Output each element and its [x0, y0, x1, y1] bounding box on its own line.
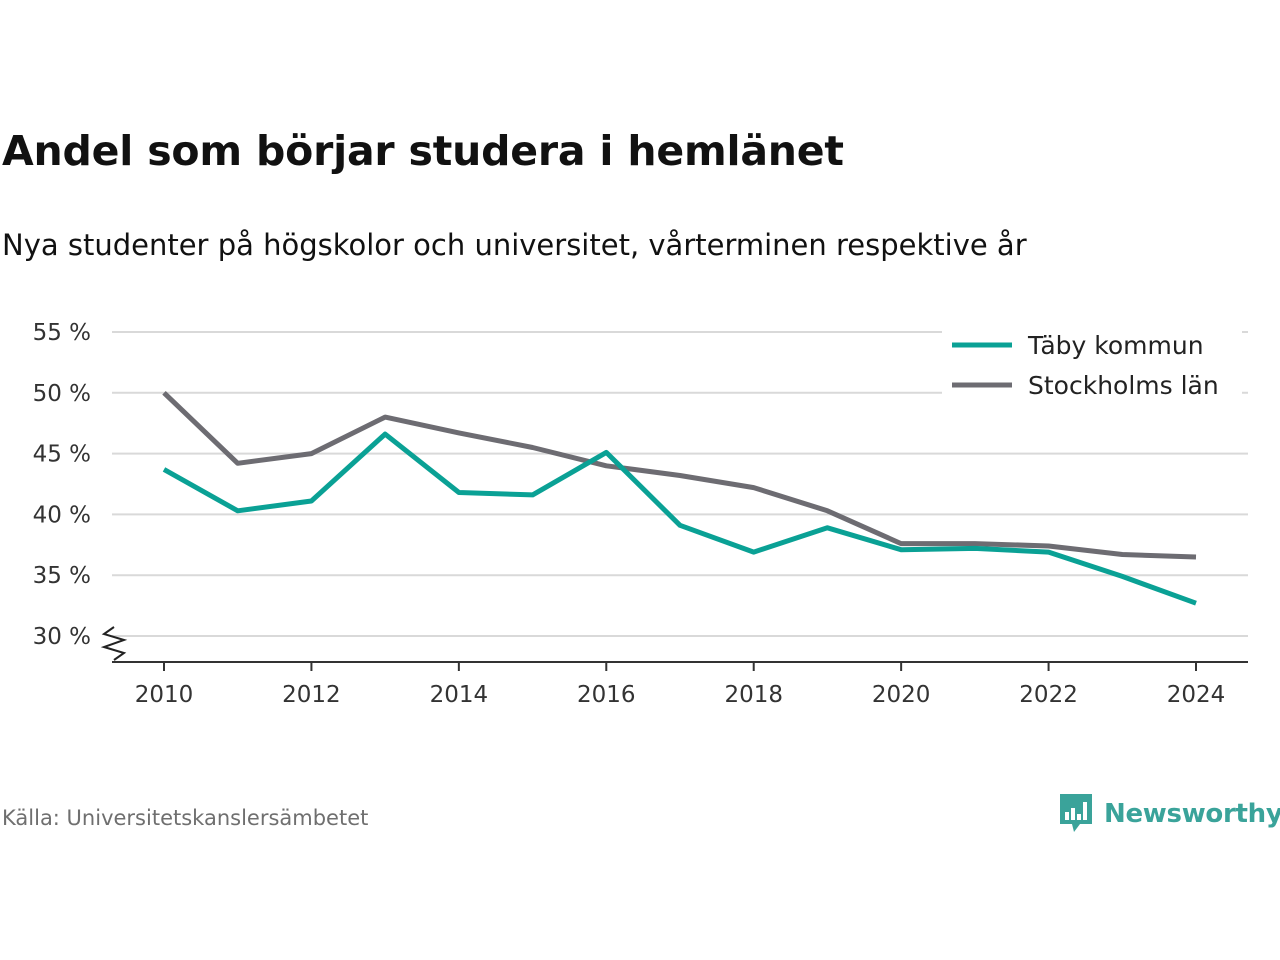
- x-tick-label: 2014: [430, 682, 489, 708]
- x-tick-label: 2010: [135, 682, 194, 708]
- chart-subtitle: Nya studenter på högskolor och universit…: [2, 228, 1027, 262]
- y-tick-label: 50 %: [33, 381, 91, 407]
- brand-name: Newsworthy: [1104, 799, 1280, 829]
- y-tick-label: 45 %: [33, 442, 91, 468]
- source-note: Källa: Universitetskanslersämbetet: [2, 806, 369, 830]
- series-lines: [162, 390, 1197, 606]
- x-tick-label: 2012: [282, 682, 341, 708]
- y-tick-label: 30 %: [33, 624, 91, 650]
- x-tick-label: 2024: [1167, 682, 1226, 708]
- axes: 30 % 35 % 40 % 45 % 50 % 55 % 2010 2012 2014 2016…: [33, 320, 1248, 708]
- x-tick-label: 2018: [724, 682, 783, 708]
- series-line-taby: [162, 431, 1197, 606]
- legend-label: Stockholms län: [1028, 371, 1219, 400]
- y-tick-label: 55 %: [33, 320, 91, 346]
- x-tick-label: 2020: [872, 682, 931, 708]
- bar-chart-speech-bubble-icon: [1060, 794, 1092, 832]
- y-tick-label: 40 %: [33, 502, 91, 528]
- series-line-stockholm: [162, 390, 1197, 560]
- x-tick-label: 2016: [577, 682, 636, 708]
- chart-title: Andel som börjar studera i hemlänet: [2, 127, 844, 175]
- y-axis-break-icon: [100, 626, 128, 661]
- legend: Täby kommun Stockholms län: [942, 322, 1242, 400]
- y-tick-label: 35 %: [33, 563, 91, 589]
- legend-label: Täby kommun: [1027, 331, 1204, 360]
- x-tick-label: 2022: [1019, 682, 1078, 708]
- brand-logo: Newsworthy: [1058, 792, 1280, 836]
